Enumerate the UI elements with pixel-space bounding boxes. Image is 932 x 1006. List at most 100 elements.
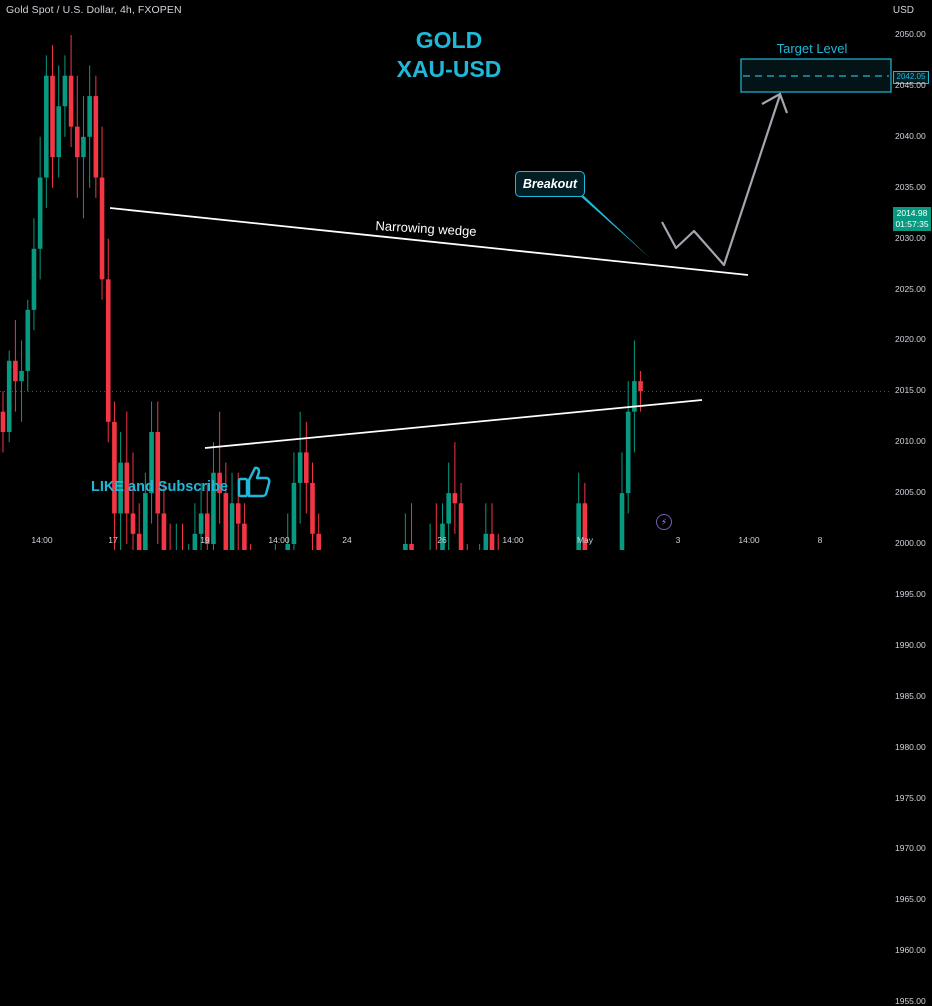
candle-body xyxy=(304,452,309,483)
candle-body xyxy=(229,503,235,550)
wedge-lower-line xyxy=(204,399,703,449)
price-tick-label: 2040.00 xyxy=(895,130,926,141)
candle-body xyxy=(13,360,18,382)
candle-body xyxy=(192,533,198,550)
price-tick-label: 2050.00 xyxy=(895,29,926,39)
time-tick-label: 8 xyxy=(817,535,823,545)
candle-body xyxy=(489,533,495,550)
candle-body xyxy=(483,533,489,550)
candle-body xyxy=(291,482,297,544)
price-tick-label: 1960.00 xyxy=(895,945,926,956)
thumbs-up-icon xyxy=(237,466,271,498)
candle-body xyxy=(0,411,6,433)
candle-body xyxy=(31,248,37,310)
price-tick-label: 1970.00 xyxy=(895,843,926,854)
title-line-1: GOLD xyxy=(415,27,483,53)
candle-body xyxy=(68,75,74,127)
candle-body xyxy=(130,513,136,534)
time-tick-label: May xyxy=(576,535,594,545)
candle-body xyxy=(204,513,210,544)
candle-body xyxy=(452,493,458,504)
projection-arrowhead xyxy=(761,92,789,114)
time-tick-label: 19 xyxy=(200,535,210,545)
candle-body xyxy=(143,493,148,550)
candle-body xyxy=(458,503,464,550)
time-tick-label: 14:00 xyxy=(738,535,760,545)
candle-body xyxy=(403,544,408,550)
candle-body xyxy=(87,96,92,137)
price-tick-label: 2020.00 xyxy=(895,334,926,345)
projection-path xyxy=(661,94,782,267)
price-tick-label: 1985.00 xyxy=(895,690,926,701)
price-tick-label: 2025.00 xyxy=(895,283,926,294)
price-chart[interactable] xyxy=(0,0,932,550)
candle-body xyxy=(582,503,588,550)
candle-body xyxy=(44,75,49,178)
candle-body xyxy=(446,493,451,524)
time-tick-label: 24 xyxy=(342,535,352,545)
candle-body xyxy=(81,136,86,158)
candle-body xyxy=(242,523,247,550)
candle-body xyxy=(310,482,315,534)
candle-body xyxy=(74,126,80,158)
chart-title: GOLD XAU-USD xyxy=(397,26,502,84)
candle-body xyxy=(285,544,291,550)
candle-body xyxy=(50,75,55,158)
like-subscribe-text: LIKE and Subscribe xyxy=(91,479,228,495)
wedge-upper-line xyxy=(109,207,749,276)
price-tick-label: 2030.00 xyxy=(895,232,926,243)
time-tick-label: 3 xyxy=(675,535,681,545)
candle-body xyxy=(632,381,637,412)
candle-body xyxy=(118,462,123,514)
price-tick-label: 1955.00 xyxy=(895,996,926,1006)
price-tick-label: 1990.00 xyxy=(895,639,926,650)
price-tick-label: 1995.00 xyxy=(895,588,926,599)
candle-body xyxy=(19,370,24,382)
candle-body xyxy=(99,177,105,280)
target-price-tag: 2042.05 xyxy=(893,71,929,84)
price-tick-label: 2000.00 xyxy=(895,538,926,548)
target-level-label: Target Level xyxy=(776,41,848,56)
candle-body xyxy=(124,462,130,514)
price-tick-label: 2010.00 xyxy=(895,436,926,447)
time-tick-label: 14:00 xyxy=(31,535,53,545)
candle-body xyxy=(155,432,161,514)
price-tick-label: 2015.00 xyxy=(895,385,926,396)
candle-body xyxy=(6,360,12,433)
candle-body xyxy=(112,421,117,514)
price-tick-label: 1980.00 xyxy=(895,741,926,752)
bar-countdown: 01:57:35 xyxy=(895,219,929,229)
candle-body xyxy=(217,472,222,494)
candle-body xyxy=(149,432,154,494)
candle-body xyxy=(37,177,43,249)
time-tick-label: 14:00 xyxy=(268,535,290,545)
breakout-pointer xyxy=(578,194,650,258)
candle-body xyxy=(161,513,167,550)
title-line-2: XAU-USD xyxy=(396,56,502,82)
candle-body xyxy=(62,75,68,107)
time-tick-label: 14:00 xyxy=(502,535,524,545)
candle-body xyxy=(25,309,31,371)
flash-icon[interactable]: ⚡ xyxy=(656,514,672,530)
candle-body xyxy=(409,544,414,550)
candle-body xyxy=(638,381,643,392)
candle-body xyxy=(56,106,62,158)
candle-body xyxy=(198,513,204,534)
time-tick-label: 26 xyxy=(437,535,447,545)
symbol-header: Gold Spot / U.S. Dollar, 4h, FXOPEN xyxy=(6,4,182,16)
price-tick-label: 1965.00 xyxy=(895,894,926,905)
last-price: 2014.98 xyxy=(896,208,928,218)
price-tick-label: 2035.00 xyxy=(895,181,926,192)
last-price-tag: 2014.98 01:57:35 xyxy=(893,207,931,231)
candle-body xyxy=(223,493,229,550)
candle-body xyxy=(211,472,216,544)
candle-body xyxy=(316,533,321,550)
time-tick-label: 17 xyxy=(108,535,118,545)
price-tick-label: 2045.00 xyxy=(895,79,926,90)
price-tick-label: 1975.00 xyxy=(895,792,926,803)
price-tick-label: 2005.00 xyxy=(895,487,926,498)
candle-body xyxy=(105,279,111,422)
candle-body xyxy=(235,503,241,524)
candle-body xyxy=(576,503,581,550)
candle-body xyxy=(619,493,625,550)
